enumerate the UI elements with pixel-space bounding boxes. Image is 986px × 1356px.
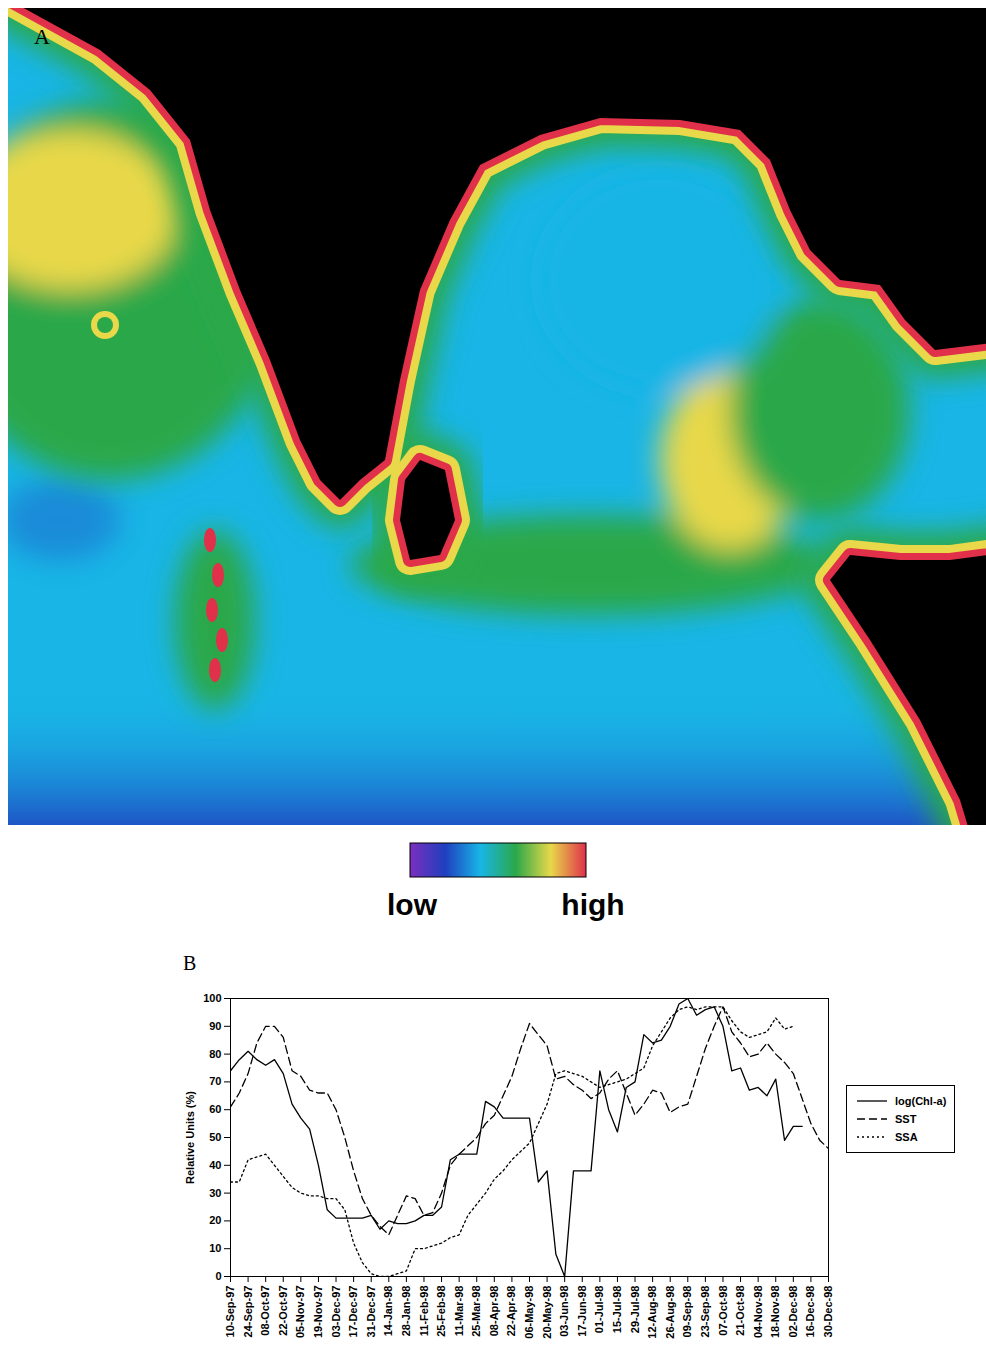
svg-text:17-Dec-97: 17-Dec-97 bbox=[347, 1286, 359, 1338]
svg-text:04-Nov-98: 04-Nov-98 bbox=[752, 1286, 764, 1339]
svg-text:11-Mar-98: 11-Mar-98 bbox=[453, 1286, 465, 1337]
svg-text:25-Mar-98: 25-Mar-98 bbox=[470, 1286, 482, 1337]
svg-text:02-Dec-98: 02-Dec-98 bbox=[787, 1286, 799, 1338]
svg-text:50: 50 bbox=[209, 1131, 221, 1143]
svg-text:A: A bbox=[34, 24, 50, 49]
svg-text:11-Feb-98: 11-Feb-98 bbox=[417, 1286, 429, 1337]
svg-text:17-Jun-98: 17-Jun-98 bbox=[576, 1286, 588, 1337]
svg-text:21-Oct-98: 21-Oct-98 bbox=[734, 1286, 746, 1336]
html-text:log(Chl-a): log(Chl-a) bbox=[895, 1095, 947, 1107]
svg-text:18-Nov-98: 18-Nov-98 bbox=[769, 1286, 781, 1339]
svg-text:24-Sep-97: 24-Sep-97 bbox=[242, 1286, 254, 1338]
svg-text:07-Oct-98: 07-Oct-98 bbox=[716, 1286, 728, 1336]
svg-text:01-Jul-98: 01-Jul-98 bbox=[593, 1286, 605, 1334]
svg-text:80: 80 bbox=[209, 1048, 221, 1060]
svg-text:0: 0 bbox=[215, 1270, 221, 1282]
svg-text:20: 20 bbox=[209, 1214, 221, 1226]
svg-text:05-Nov-97: 05-Nov-97 bbox=[294, 1286, 306, 1339]
svg-text:20-May-98: 20-May-98 bbox=[541, 1286, 553, 1339]
svg-text:28-Jan-98: 28-Jan-98 bbox=[400, 1286, 412, 1337]
svg-text:06-May-98: 06-May-98 bbox=[523, 1286, 535, 1339]
html-text:SSA: SSA bbox=[895, 1131, 918, 1143]
svg-text:23-Sep-98: 23-Sep-98 bbox=[699, 1286, 711, 1338]
svg-text:29-Jul-98: 29-Jul-98 bbox=[629, 1286, 641, 1334]
svg-text:70: 70 bbox=[209, 1075, 221, 1087]
svg-text:14-Jan-98: 14-Jan-98 bbox=[382, 1286, 394, 1337]
svg-text:90: 90 bbox=[209, 1020, 221, 1032]
svg-text:10: 10 bbox=[209, 1242, 221, 1254]
html-text:SST: SST bbox=[895, 1113, 917, 1125]
svg-text:15-Jul-98: 15-Jul-98 bbox=[611, 1286, 623, 1334]
svg-text:low: low bbox=[387, 888, 438, 921]
svg-text:30: 30 bbox=[209, 1187, 221, 1199]
svg-text:high: high bbox=[561, 888, 624, 921]
svg-text:40: 40 bbox=[209, 1159, 221, 1171]
svg-text:03-Dec-97: 03-Dec-97 bbox=[330, 1286, 342, 1338]
svg-text:Relative Units (%): Relative Units (%) bbox=[184, 1091, 196, 1184]
svg-text:22-Apr-98: 22-Apr-98 bbox=[505, 1286, 517, 1337]
html-text:B: B bbox=[183, 952, 197, 974]
svg-text:19-Nov-97: 19-Nov-97 bbox=[312, 1286, 324, 1339]
svg-text:09-Sep-98: 09-Sep-98 bbox=[681, 1286, 693, 1338]
svg-text:30-Dec-98: 30-Dec-98 bbox=[822, 1286, 834, 1338]
svg-text:10-Sep-97: 10-Sep-97 bbox=[224, 1286, 236, 1338]
svg-text:31-Dec-97: 31-Dec-97 bbox=[365, 1286, 377, 1338]
svg-text:16-Dec-98: 16-Dec-98 bbox=[804, 1286, 816, 1338]
svg-text:08-Oct-97: 08-Oct-97 bbox=[259, 1286, 271, 1336]
svg-text:22-Oct-97: 22-Oct-97 bbox=[277, 1286, 289, 1336]
svg-text:100: 100 bbox=[203, 992, 221, 1004]
svg-text:60: 60 bbox=[209, 1103, 221, 1115]
svg-text:25-Feb-98: 25-Feb-98 bbox=[435, 1286, 447, 1337]
svg-text:08-Apr-98: 08-Apr-98 bbox=[488, 1286, 500, 1337]
svg-text:12-Aug-98: 12-Aug-98 bbox=[646, 1286, 658, 1339]
svg-text:03-Jun-98: 03-Jun-98 bbox=[558, 1286, 570, 1337]
svg-text:26-Aug-98: 26-Aug-98 bbox=[664, 1286, 676, 1339]
